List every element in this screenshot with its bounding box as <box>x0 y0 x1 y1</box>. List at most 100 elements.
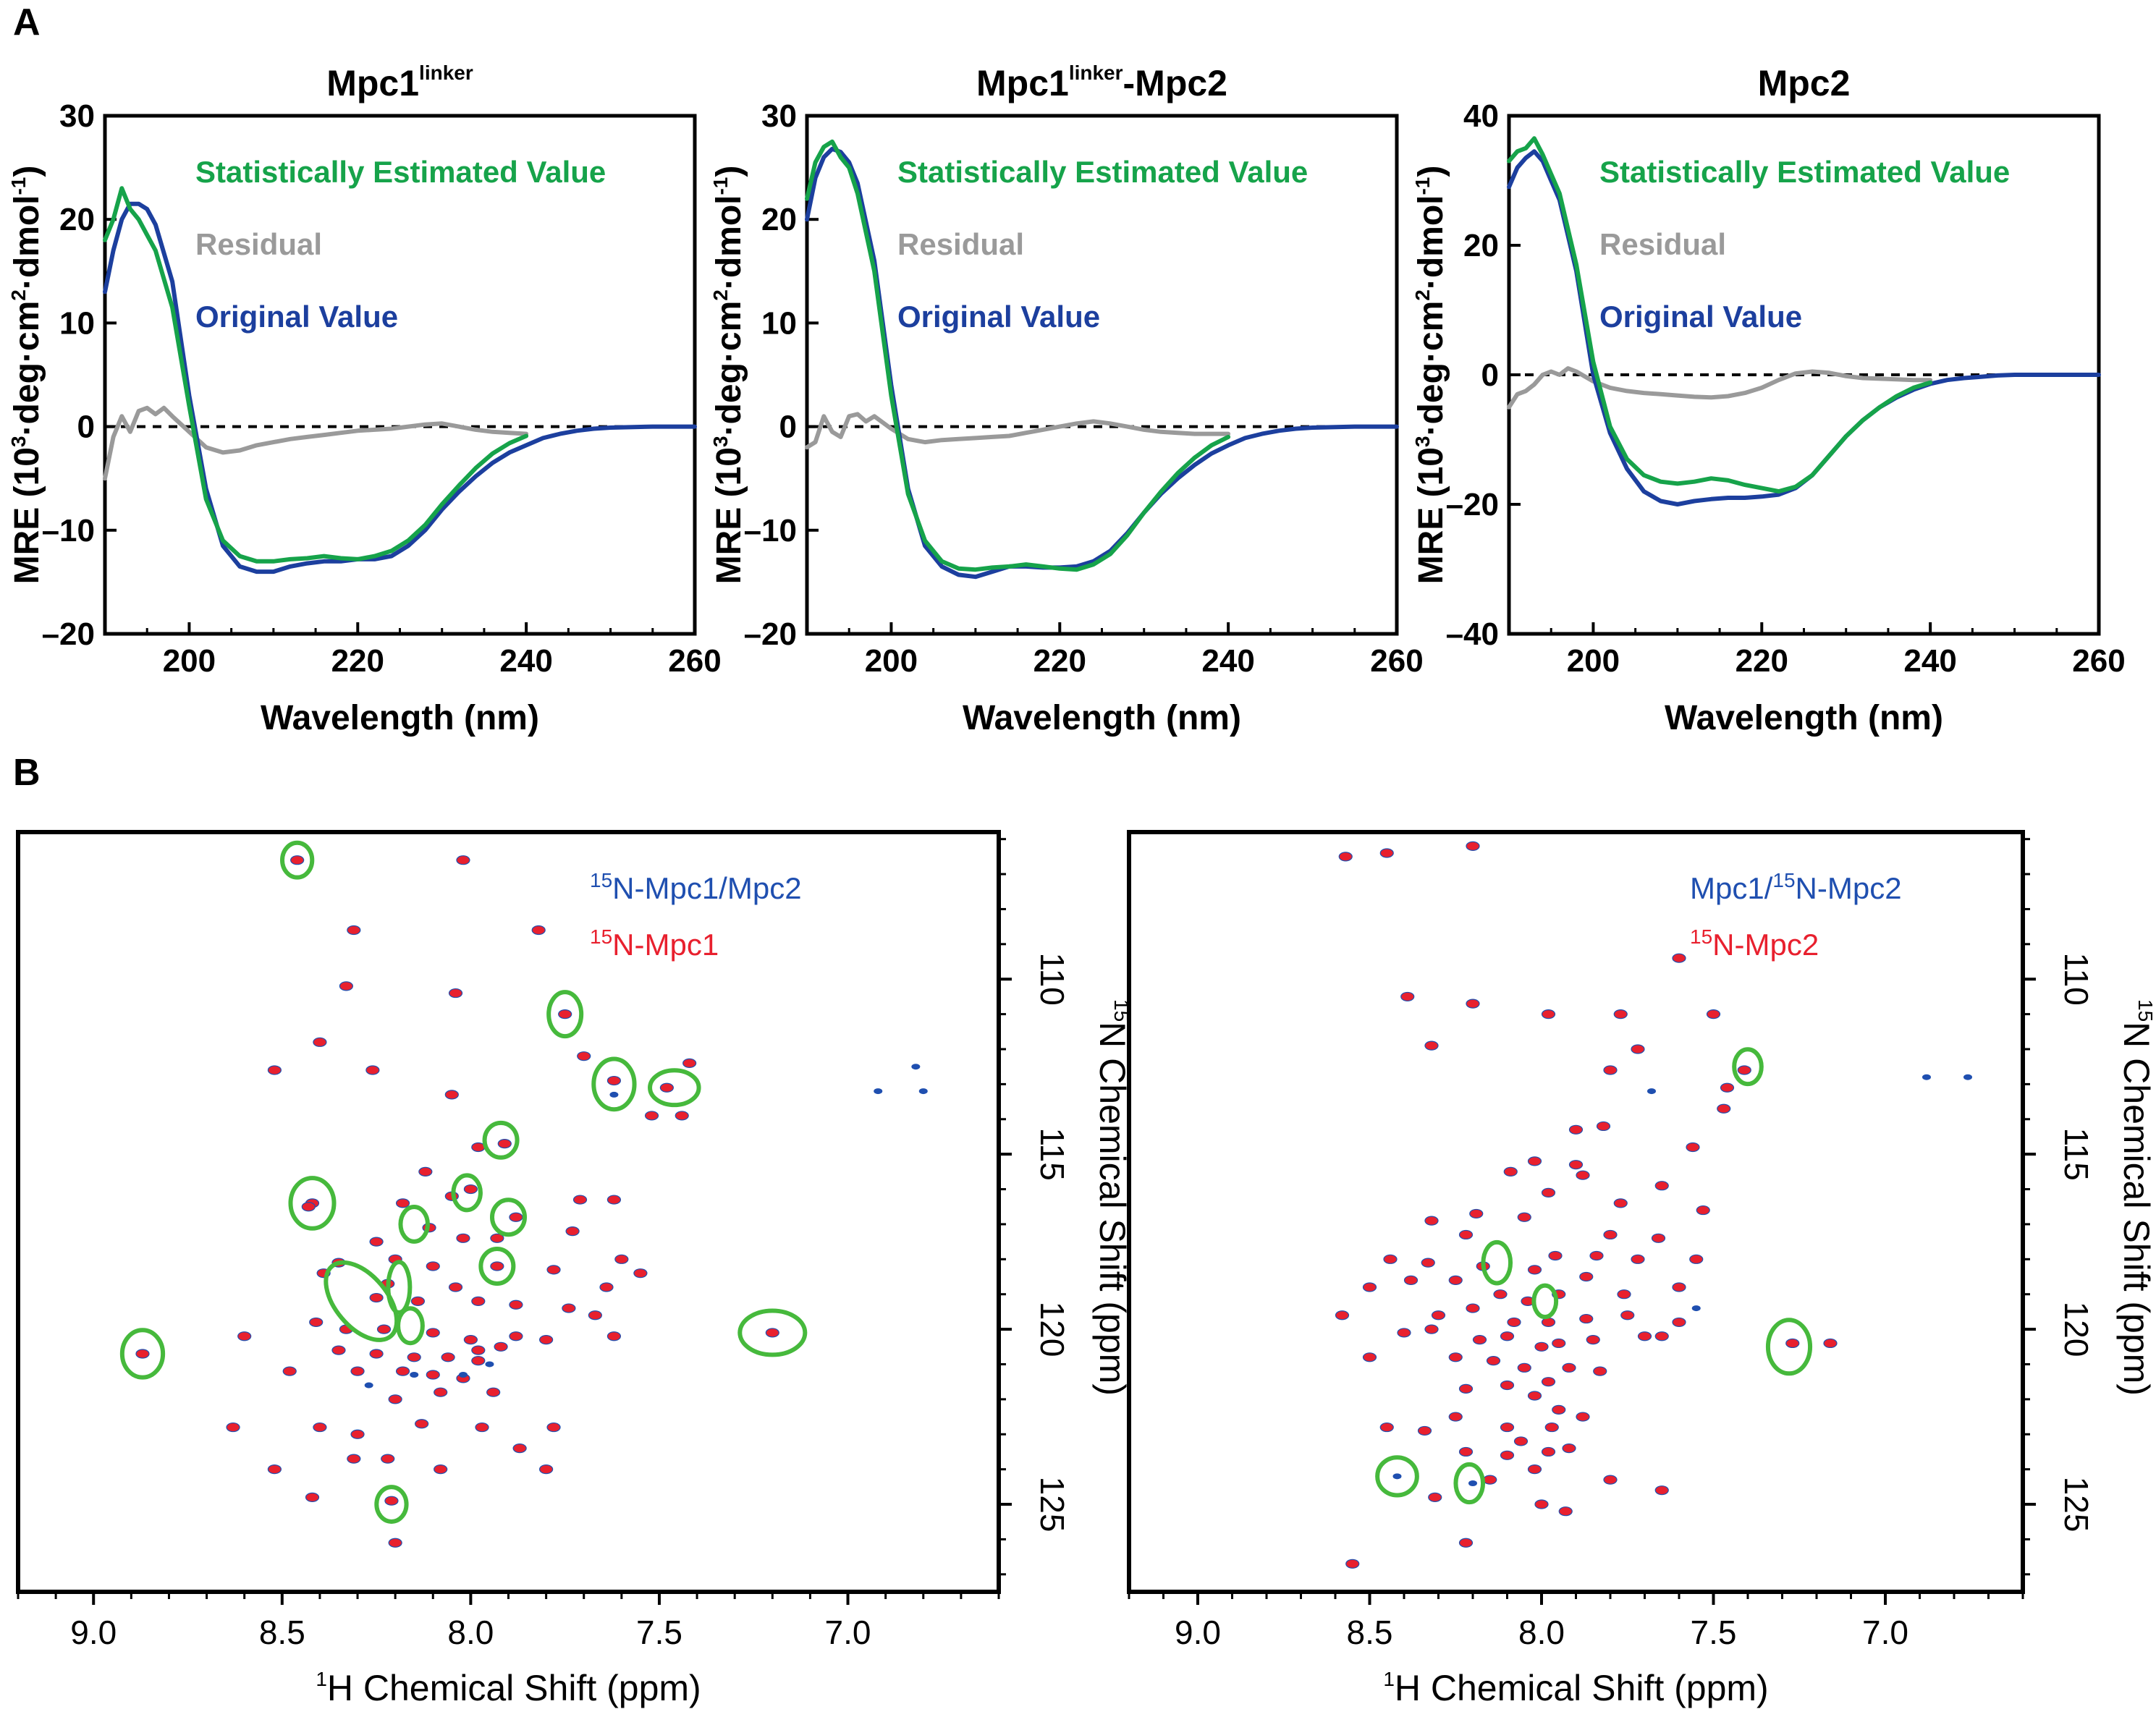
y-tick-label: –40 <box>1446 616 1499 652</box>
peak-red <box>1458 1383 1474 1394</box>
peak-blue <box>918 1088 928 1095</box>
peak-red <box>1552 1338 1566 1349</box>
series-line-original-value <box>103 201 697 575</box>
peak-red <box>1620 1310 1635 1320</box>
peak-red <box>1424 1040 1439 1051</box>
peak-red <box>606 1075 622 1086</box>
peak-red <box>1507 1317 1521 1328</box>
panel-label-b: B <box>13 752 41 794</box>
y-title-part: ·dmol <box>710 195 748 290</box>
peak-circle <box>396 1306 425 1346</box>
peak-red <box>456 855 470 865</box>
peak-red <box>1541 1446 1556 1457</box>
peak-red <box>475 1422 489 1433</box>
legend-sup: 15 <box>1690 925 1712 948</box>
peak-red <box>1579 1271 1594 1282</box>
peak-red <box>1823 1338 1838 1349</box>
cd-title-sup: linker <box>419 62 473 84</box>
peak-red <box>1500 1422 1515 1433</box>
peak-circle <box>1732 1047 1764 1087</box>
peak-red <box>1503 1166 1518 1177</box>
peak-red <box>606 1195 622 1205</box>
legend-residual: Residual <box>897 227 1024 261</box>
peak-red <box>512 1443 527 1454</box>
peak-circle <box>280 840 315 880</box>
y-tick-label: 120 <box>1033 1302 1071 1357</box>
peak-red <box>448 1282 463 1292</box>
peak-red <box>588 1310 602 1320</box>
peak-red <box>290 855 305 865</box>
peak-red <box>546 1265 561 1275</box>
peak-red <box>577 1051 591 1061</box>
peak-red <box>509 1300 523 1310</box>
peak-circle <box>648 1068 701 1108</box>
peak-red <box>1689 1254 1704 1264</box>
y-title-sup: -1 <box>1411 177 1434 195</box>
peak-red <box>1466 841 1480 851</box>
x-tick-label: 200 <box>1567 643 1620 679</box>
y-axis-title: 15N Chemical Shift (ppm) <box>2116 999 2156 1396</box>
series-line-residual <box>805 412 1231 450</box>
peak-red <box>1527 1265 1542 1275</box>
legend-text: N-Mpc2 <box>1712 928 1819 962</box>
y-title-sup: 3 <box>709 436 732 447</box>
peak-red <box>509 1331 523 1341</box>
x-tick-label: 200 <box>163 643 216 679</box>
peak-red <box>490 1261 504 1271</box>
y-title-main: N Chemical Shift (ppm) <box>1092 1022 1133 1396</box>
peak-red <box>444 1090 459 1100</box>
peak-red <box>1576 1170 1590 1180</box>
peak-red <box>471 1356 486 1366</box>
peak-blue <box>1691 1305 1701 1312</box>
x-tick-label: 8.5 <box>1347 1614 1393 1651</box>
plot-frame <box>16 830 1001 1594</box>
cd-title-sup: linker <box>1069 62 1123 84</box>
y-title-part: ·deg·cm <box>1412 301 1450 436</box>
peak-red <box>1558 1506 1573 1517</box>
peak-red <box>1686 1142 1700 1153</box>
y-title-sup: 2 <box>7 289 30 301</box>
x-title-sup: 1 <box>316 1668 327 1690</box>
x-tick-label: 8.5 <box>259 1614 305 1651</box>
peak-red <box>1576 1412 1590 1422</box>
peak-red <box>1696 1205 1710 1216</box>
peak-red <box>441 1352 455 1362</box>
cd-title-main: Mpc1 <box>326 63 419 103</box>
peak-red <box>539 1464 554 1475</box>
x-tick-label: 220 <box>1736 643 1788 679</box>
peak-red <box>347 925 361 936</box>
peak-red <box>305 1492 320 1502</box>
x-axis-title: Wavelength (nm) <box>261 699 539 737</box>
peak-red <box>1534 1341 1549 1352</box>
cd-title-main: Mpc2 <box>1758 63 1851 103</box>
peak-red <box>1631 1044 1645 1054</box>
peak-red <box>1400 991 1415 1002</box>
peak-red <box>486 1387 501 1397</box>
peak-red <box>1403 1275 1419 1285</box>
peak-blue <box>609 1091 619 1098</box>
peak-red <box>1603 1065 1618 1075</box>
peak-blue <box>1963 1074 1972 1080</box>
y-title-sup: 2 <box>1411 289 1434 301</box>
peak-red <box>606 1331 622 1341</box>
x-axis-title: Wavelength (nm) <box>963 699 1241 737</box>
peak-red <box>1654 1331 1669 1341</box>
peak-red <box>614 1254 629 1264</box>
peak-red <box>1421 1258 1435 1268</box>
peak-red <box>1651 1233 1666 1243</box>
y-tick-label: 115 <box>1033 1127 1071 1180</box>
x-title-sup: 1 <box>1383 1668 1395 1690</box>
y-axis-title: MRE (103·deg·cm2·dmol-1) <box>1411 166 1450 585</box>
legend-blue: Mpc1/15N-Mpc2 <box>1690 869 1902 905</box>
peak-circle <box>1375 1455 1419 1498</box>
peak-red <box>1586 1335 1600 1345</box>
legend-red: 15N-Mpc1 <box>590 925 719 962</box>
peak-red <box>572 1195 588 1205</box>
peak-red <box>1500 1331 1515 1341</box>
peak-red <box>1593 1366 1607 1376</box>
legend-red: 15N-Mpc2 <box>1690 925 1819 962</box>
